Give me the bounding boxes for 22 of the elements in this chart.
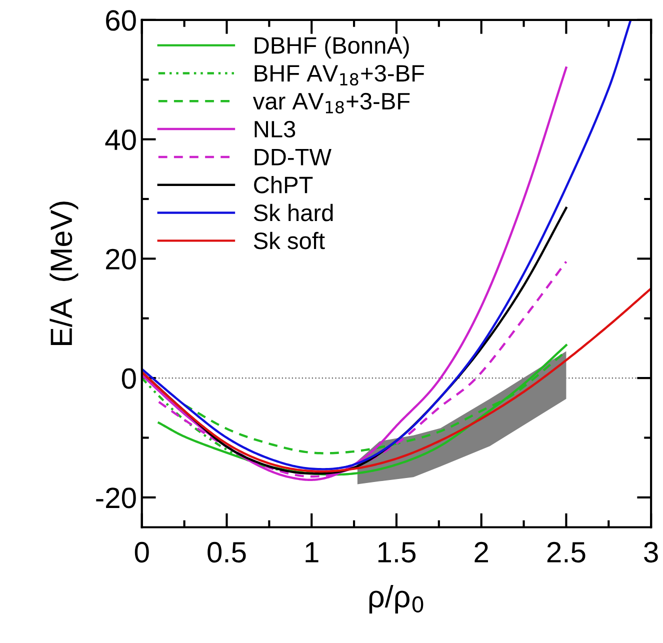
x-tick-label: 0 (134, 542, 149, 563)
x-tick-label: 2 (474, 542, 488, 562)
legend-label: DD-TW (254, 148, 332, 166)
legend-label: Sk hard (254, 204, 333, 222)
legend-label: BHF AV$_{18}$+3-BF (254, 64, 424, 86)
legend-label: ChPT (254, 176, 313, 194)
legend-label: DBHF (BonnA) (254, 36, 409, 58)
x-tick-label: 1 (306, 542, 318, 562)
legend-label: var AV$_{18}$+3-BF (252, 92, 410, 114)
x-tick-label: 3 (644, 542, 658, 563)
x-tick-label: 2.5 (547, 542, 586, 563)
x-axis-title: ρ/ρ$_{0}$ (369, 585, 424, 614)
y-tick-label: 60 (106, 10, 136, 31)
y-tick-label: 0 (122, 368, 136, 389)
y-tick-label: 40 (105, 130, 136, 150)
x-tick-label: 0.5 (208, 542, 246, 563)
y-tick-label: 20 (106, 248, 136, 270)
x-tick-label: 1.5 (378, 542, 416, 563)
y-axis-title: E/A (MeV) (50, 202, 78, 345)
legend-label: NL3 (254, 120, 296, 138)
y-tick-label: -20 (96, 488, 136, 508)
legend-label: Sk soft (254, 232, 325, 250)
